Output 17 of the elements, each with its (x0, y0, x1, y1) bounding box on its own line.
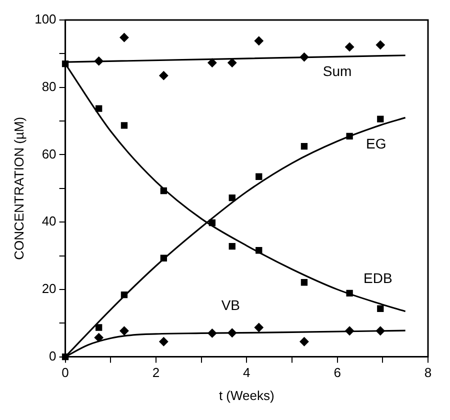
x-axis-title: t (Weeks) (218, 388, 274, 403)
x-tick-label: 0 (62, 365, 69, 380)
annotation: EDB (364, 270, 392, 286)
y-tick-label: 20 (42, 281, 56, 296)
y-tick-label: 80 (42, 78, 56, 94)
annotation: EG (366, 135, 386, 152)
y-tick-label: 100 (34, 12, 56, 27)
annotation: Sum (322, 63, 352, 80)
x-tick-label: 8 (424, 365, 432, 380)
x-tick-label: 6 (334, 365, 341, 380)
annotation: VB (221, 297, 240, 314)
y-tick-label: 0 (49, 348, 56, 364)
y-tick-label: 60 (42, 146, 56, 162)
y-tick-label: 40 (42, 214, 56, 229)
x-tick-label: 4 (243, 365, 250, 380)
x-tick-label: 2 (152, 365, 160, 380)
y-axis-title: CONCENTRATION (µM) (11, 116, 26, 260)
